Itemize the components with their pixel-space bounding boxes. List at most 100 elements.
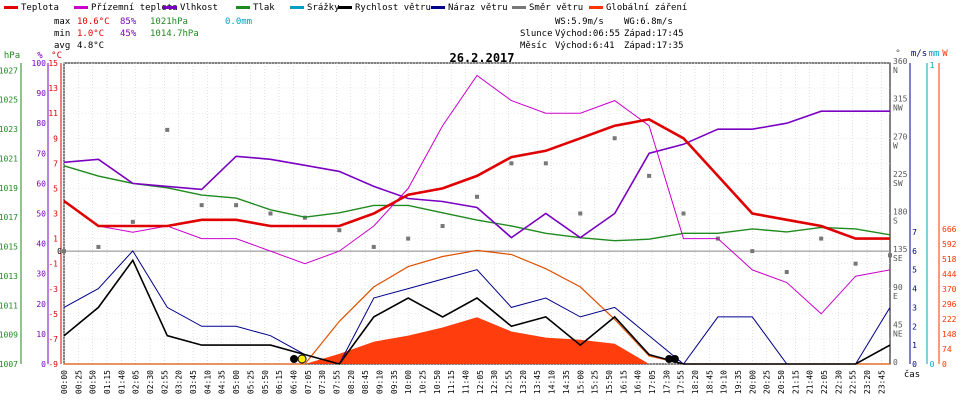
hpa-tick-label: 1025: [0, 96, 18, 105]
x-tick-label: 12:30: [490, 370, 499, 394]
direction-point: [337, 228, 342, 233]
x-tick-label: 03:45: [189, 370, 198, 394]
x-tick-label: 19:10: [720, 370, 729, 394]
x-tick-label: 17:05: [648, 370, 657, 394]
moonrise-marker: [290, 355, 299, 363]
legend-swatch-temperature: [4, 6, 18, 9]
x-tick-label: 09:10: [375, 370, 384, 394]
legend-swatch-wind_speed: [338, 6, 352, 9]
direction-tick-label: 270: [893, 132, 908, 141]
stats-avg-label: avg: [54, 41, 70, 51]
x-tick-label: 14:35: [562, 370, 571, 394]
direction-tick-label: 90: [893, 283, 903, 292]
direction-point: [750, 249, 755, 254]
direction-tick-name: S: [893, 217, 898, 226]
direction-point: [165, 127, 170, 132]
w-tick-label: 518: [942, 255, 957, 264]
direction-point: [371, 244, 376, 249]
ms-tick-label: 2: [912, 322, 917, 331]
stats-min-label: min: [54, 29, 70, 39]
plot-area: [62, 74, 892, 365]
x-tick-label: 21:40: [806, 370, 815, 394]
stats-max-precip: 0.0mm: [225, 17, 252, 27]
x-tick-label: 05:50: [261, 370, 270, 394]
w-axis-label: W: [942, 49, 948, 59]
x-tick-label: 10:25: [419, 370, 428, 394]
celsius-zero-label: 0: [57, 247, 62, 256]
x-tick-label: 13:45: [533, 370, 542, 394]
direction-point: [612, 136, 617, 141]
legend: Teplota Přízemní teplota Vlhkost Tlak Srážky…: [4, 3, 687, 13]
direction-point: [888, 253, 892, 258]
ms-tick-label: 7: [912, 228, 917, 237]
x-tick-label: 22:55: [849, 370, 858, 394]
x-tick-label: 16:15: [619, 370, 628, 394]
x-tick-label: 07:30: [318, 370, 327, 394]
x-tick-label: 04:10: [203, 370, 212, 394]
x-tick-label: 23:20: [863, 370, 872, 394]
legend-label-temperature: Teplota: [21, 3, 59, 13]
x-tick-label: 15:50: [605, 370, 614, 394]
x-tick-label: 00:50: [89, 370, 98, 394]
pct-tick-label: 80: [36, 119, 46, 128]
wind-gust-info: WG:6.8m/s: [624, 17, 673, 27]
x-tick-label: 07:55: [332, 370, 341, 394]
w-tick-label: 0: [942, 360, 947, 369]
celsius-tick-label: -5: [48, 310, 58, 319]
legend-swatch-direction: [512, 6, 526, 9]
ms-tick-label: 1: [912, 341, 917, 350]
w-tick-label: 222: [942, 315, 957, 324]
legend-swatch-precip: [290, 6, 304, 9]
pressure-line: [63, 165, 891, 242]
moon-label: Měsíc: [520, 41, 547, 51]
pct-tick-label: 30: [36, 270, 46, 279]
pct-tick-label: 90: [36, 89, 46, 98]
x-tick-label: 02:55: [160, 370, 169, 394]
direction-point: [543, 161, 548, 166]
direction-point: [853, 261, 858, 266]
hpa-tick-label: 1019: [0, 184, 18, 193]
stats-min-temp: 1.0°C: [77, 29, 104, 39]
celsius-tick-label: 11: [48, 109, 58, 118]
celsius-tick-label: -9: [48, 360, 58, 369]
hpa-tick-label: 1021: [0, 154, 18, 163]
x-tick-label: 00:00: [60, 370, 69, 394]
direction-point: [268, 211, 273, 216]
legend-swatch-pressure: [236, 6, 250, 9]
hpa-tick-label: 1009: [0, 331, 18, 340]
gust-line: [63, 250, 891, 365]
legend-swatch-gust: [431, 6, 445, 9]
direction-axis-label: °: [895, 49, 900, 59]
direction-tick-name: N: [893, 66, 898, 75]
sunset: Západ:17:45: [624, 29, 684, 39]
x-axis-label: čas: [904, 369, 920, 380]
direction-tick-name: SW: [893, 179, 903, 188]
celsius-tick-label: -1: [48, 260, 58, 269]
moonrise: Východ:6:41: [555, 41, 615, 51]
direction-point: [509, 161, 514, 166]
w-tick-label: 148: [942, 330, 957, 339]
celsius-tick-label: 9: [53, 134, 58, 143]
x-tick-label: 14:10: [548, 370, 557, 394]
moonset: Západ:17:35: [624, 41, 684, 51]
sunset-marker: [670, 355, 679, 363]
stats-min-humidity: 45%: [120, 29, 137, 39]
ms-tick-label: 6: [912, 247, 917, 256]
pct-tick-label: 10: [36, 330, 46, 339]
direction-tick-label: 135: [893, 245, 908, 254]
x-tick-label: 11:15: [447, 370, 456, 394]
legend-label-gust: Náraz větru: [448, 3, 508, 13]
w-tick-label: 666: [942, 225, 957, 234]
direction-tick-label: 225: [893, 170, 908, 179]
direction-tick-label: 0: [893, 358, 898, 367]
x-tick-label: 10:50: [433, 370, 442, 394]
ms-tick-label: 3: [912, 303, 917, 312]
stats-max-temp: 10.6°C: [77, 17, 110, 27]
x-tick-label: 01:40: [117, 370, 126, 394]
direction-tick-name: NW: [893, 104, 903, 113]
direction-point: [234, 203, 239, 208]
celsius-axis-label: °C: [51, 51, 62, 61]
legend-label-dew_point: Přízemní teplota: [91, 3, 178, 13]
dew-point-line: [63, 74, 891, 315]
